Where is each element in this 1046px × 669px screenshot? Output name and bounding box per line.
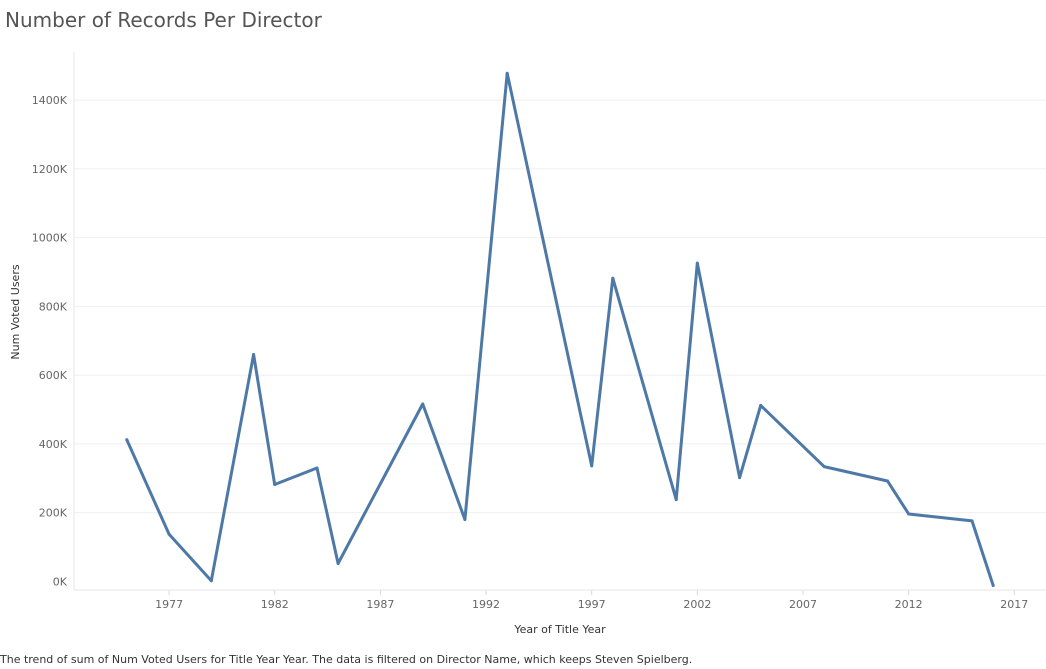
x-tick-label: 1997 (578, 598, 606, 611)
data-point[interactable] (209, 579, 213, 583)
y-tick-label: 400K (39, 438, 68, 451)
x-tick-label: 2002 (683, 598, 711, 611)
gridlines (74, 99, 1046, 514)
chart-caption: The trend of sum of Num Voted Users for … (0, 653, 693, 666)
y-tick-label: 800K (39, 300, 68, 313)
y-tick-label: 600K (39, 369, 68, 382)
data-point[interactable] (167, 532, 171, 536)
data-point[interactable] (674, 498, 678, 502)
data-point[interactable] (907, 512, 911, 516)
x-axis-ticks: 1977 1982 1987 1992 1997 2002 2007 2012 2017 (155, 590, 1028, 611)
x-tick-label: 2012 (895, 598, 923, 611)
y-tick-label: 1400K (32, 94, 68, 107)
chart-title: Number of Records Per Director (5, 8, 322, 32)
data-point[interactable] (695, 261, 699, 265)
data-point[interactable] (970, 519, 974, 523)
y-axis-ticks: 0K 200K 400K 600K 800K 1000K 1200K 1400K (32, 94, 68, 588)
y-tick-label: 0K (53, 575, 68, 588)
data-point[interactable] (759, 403, 763, 407)
data-point[interactable] (315, 466, 319, 470)
data-point[interactable] (336, 562, 340, 566)
series-line[interactable] (125, 71, 995, 587)
data-point[interactable] (590, 464, 594, 468)
x-tick-label: 1992 (472, 598, 500, 611)
x-tick-label: 2007 (789, 598, 817, 611)
data-point[interactable] (822, 465, 826, 469)
y-tick-label: 1000K (32, 232, 68, 245)
y-tick-label: 200K (39, 507, 68, 520)
data-point[interactable] (252, 353, 256, 357)
data-point[interactable] (463, 518, 467, 522)
data-point[interactable] (273, 482, 277, 486)
data-point[interactable] (125, 438, 129, 442)
x-tick-label: 2017 (1000, 598, 1028, 611)
x-tick-label: 1982 (261, 598, 289, 611)
data-point[interactable] (991, 584, 995, 588)
x-tick-label: 1977 (155, 598, 183, 611)
data-point[interactable] (738, 476, 742, 480)
x-tick-label: 1987 (366, 598, 394, 611)
data-point[interactable] (886, 479, 890, 483)
x-axis-title: Year of Title Year (513, 623, 606, 636)
y-axis-title: Num Voted Users (9, 264, 22, 359)
series-group (125, 71, 995, 588)
data-point[interactable] (611, 276, 615, 280)
data-point[interactable] (505, 71, 509, 75)
y-tick-label: 1200K (32, 163, 68, 176)
data-point[interactable] (421, 402, 425, 406)
